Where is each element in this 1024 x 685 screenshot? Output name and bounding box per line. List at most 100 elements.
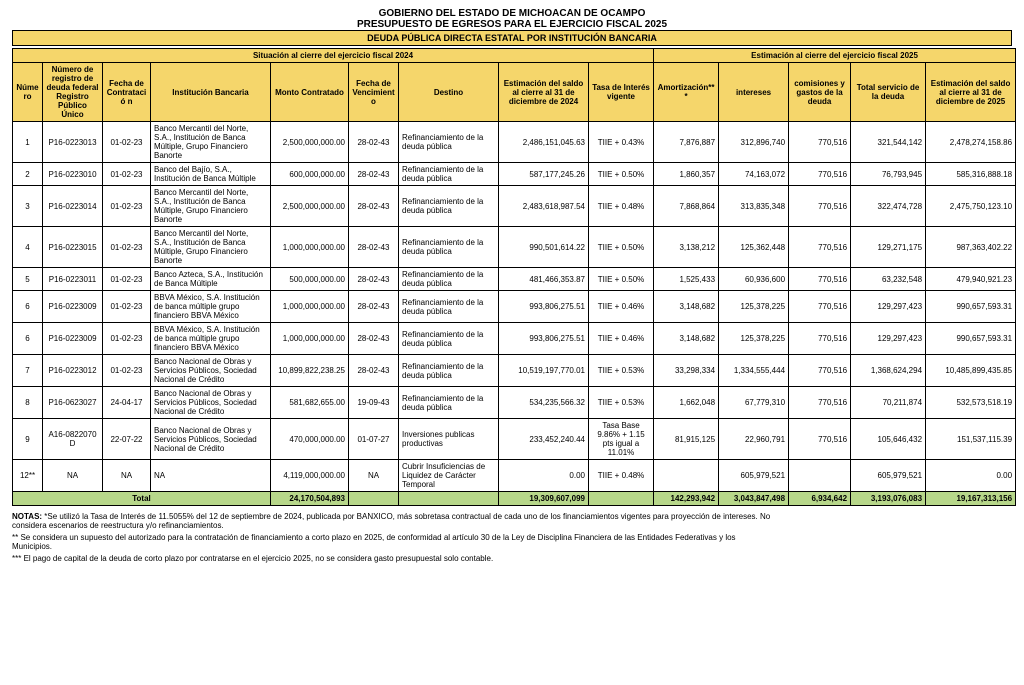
cell-saldo2025: 987,363,402.22 (926, 227, 1016, 268)
col-saldo-2024: Estimación del saldo al cierre al 31 de … (499, 63, 589, 122)
table-row: 4P16-022301501-02-23Banco Mercantil del … (13, 227, 1016, 268)
cell-registro: P16-0223009 (43, 291, 103, 323)
note-3: *** El pago de capital de la deuda de co… (12, 554, 772, 563)
table-row: 1P16-022301301-02-23Banco Mercantil del … (13, 122, 1016, 163)
total-intereses: 3,043,847,498 (719, 492, 789, 506)
cell-tasa: TIIE + 0.53% (589, 387, 654, 419)
cell-intereses: 125,378,225 (719, 291, 789, 323)
cell-tasa: TIIE + 0.46% (589, 291, 654, 323)
col-fecha-contrat: Fecha de Contratació n (103, 63, 151, 122)
cell-fecha_contrat: 01-02-23 (103, 355, 151, 387)
notes-lead: NOTAS: (12, 512, 44, 521)
cell-saldo2024: 993,806,275.51 (499, 291, 589, 323)
cell-fecha_venc: 28-02-43 (349, 227, 399, 268)
cell-comisiones: 770,516 (789, 227, 851, 268)
cell-amort: 3,148,682 (654, 323, 719, 355)
cell-tasa: TIIE + 0.48% (589, 460, 654, 492)
cell-tasa: TIIE + 0.53% (589, 355, 654, 387)
cell-comisiones (789, 460, 851, 492)
cell-institucion: BBVA México, S.A. Institución de banca m… (151, 323, 271, 355)
cell-numero: 1 (13, 122, 43, 163)
group-2025-header: Estimación al cierre del ejercicio fisca… (654, 49, 1016, 63)
cell-saldo2025: 990,657,593.31 (926, 323, 1016, 355)
cell-saldo2025: 2,478,274,158.86 (926, 122, 1016, 163)
cell-saldo2025: 0.00 (926, 460, 1016, 492)
cell-registro: P16-0223015 (43, 227, 103, 268)
cell-monto: 10,899,822,238.25 (271, 355, 349, 387)
cell-fecha_contrat: 22-07-22 (103, 419, 151, 460)
cell-saldo2025: 532,573,518.19 (926, 387, 1016, 419)
cell-intereses: 605,979,521 (719, 460, 789, 492)
cell-numero: 6 (13, 291, 43, 323)
cell-amort (654, 460, 719, 492)
cell-institucion: NA (151, 460, 271, 492)
cell-tasa: TIIE + 0.50% (589, 268, 654, 291)
cell-saldo2024: 534,235,566.32 (499, 387, 589, 419)
total-saldo2025: 19,167,313,156 (926, 492, 1016, 506)
table-title: DEUDA PÚBLICA DIRECTA ESTATAL POR INSTIT… (12, 30, 1012, 46)
cell-numero: 4 (13, 227, 43, 268)
cell-fecha_venc: 28-02-43 (349, 163, 399, 186)
total-amort: 142,293,942 (654, 492, 719, 506)
cell-registro: P16-0623027 (43, 387, 103, 419)
table-row: 12**NANANA4,119,000,000.00NACubrir Insuf… (13, 460, 1016, 492)
cell-amort: 1,860,357 (654, 163, 719, 186)
cell-destino: Refinanciamiento de la deuda pública (399, 355, 499, 387)
col-amort: Amortización*** (654, 63, 719, 122)
cell-comisiones: 770,516 (789, 387, 851, 419)
cell-destino: Refinanciamiento de la deuda pública (399, 122, 499, 163)
cell-comisiones: 770,516 (789, 419, 851, 460)
cell-registro: P16-0223011 (43, 268, 103, 291)
col-institucion: Institución Bancaria (151, 63, 271, 122)
cell-destino: Cubrir Insuficiencias de Liquidez de Car… (399, 460, 499, 492)
cell-servicio: 605,979,521 (851, 460, 926, 492)
cell-institucion: Banco Nacional de Obras y Servicios Públ… (151, 387, 271, 419)
cell-servicio: 129,297,423 (851, 291, 926, 323)
cell-institucion: Banco Nacional de Obras y Servicios Públ… (151, 355, 271, 387)
cell-fecha_contrat: 01-02-23 (103, 227, 151, 268)
cell-servicio: 76,793,945 (851, 163, 926, 186)
debt-table: Situación al cierre del ejercicio fiscal… (12, 48, 1016, 506)
cell-monto: 470,000,000.00 (271, 419, 349, 460)
cell-fecha_contrat: 24-04-17 (103, 387, 151, 419)
col-numero: Número (13, 63, 43, 122)
cell-fecha_venc: 28-02-43 (349, 323, 399, 355)
cell-registro: P16-0223009 (43, 323, 103, 355)
col-comisiones: comisiones y gastos de la deuda (789, 63, 851, 122)
cell-numero: 6 (13, 323, 43, 355)
cell-destino: Refinanciamiento de la deuda pública (399, 387, 499, 419)
total-comisiones: 6,934,642 (789, 492, 851, 506)
cell-monto: 2,500,000,000.00 (271, 122, 349, 163)
cell-amort: 1,662,048 (654, 387, 719, 419)
cell-amort: 7,876,887 (654, 122, 719, 163)
table-row: 3P16-022301401-02-23Banco Mercantil del … (13, 186, 1016, 227)
cell-fecha_contrat: 01-02-23 (103, 163, 151, 186)
table-row: 6P16-022300901-02-23BBVA México, S.A. In… (13, 323, 1016, 355)
cell-servicio: 129,297,423 (851, 323, 926, 355)
table-row: 8P16-062302724-04-17Banco Nacional de Ob… (13, 387, 1016, 419)
total-servicio: 3,193,076,083 (851, 492, 926, 506)
cell-intereses: 125,362,448 (719, 227, 789, 268)
cell-saldo2024: 233,452,240.44 (499, 419, 589, 460)
cell-numero: 2 (13, 163, 43, 186)
cell-intereses: 1,334,555,444 (719, 355, 789, 387)
cell-tasa: Tasa Base 9.86% + 1.15 pts igual a 11.01… (589, 419, 654, 460)
cell-amort: 3,148,682 (654, 291, 719, 323)
cell-intereses: 125,378,225 (719, 323, 789, 355)
cell-comisiones: 770,516 (789, 186, 851, 227)
gov-title: GOBIERNO DEL ESTADO DE MICHOACAN DE OCAM… (12, 8, 1012, 19)
cell-fecha_contrat: 01-02-23 (103, 122, 151, 163)
cell-fecha_venc: 19-09-43 (349, 387, 399, 419)
cell-registro: P16-0223014 (43, 186, 103, 227)
cell-institucion: Banco Nacional de Obras y Servicios Públ… (151, 419, 271, 460)
cell-destino: Refinanciamiento de la deuda pública (399, 227, 499, 268)
cell-fecha_venc: 28-02-43 (349, 122, 399, 163)
cell-fecha_venc: 28-02-43 (349, 291, 399, 323)
cell-institucion: Banco Azteca, S.A., Institución de Banca… (151, 268, 271, 291)
cell-saldo2025: 990,657,593.31 (926, 291, 1016, 323)
group-2024-header: Situación al cierre del ejercicio fiscal… (13, 49, 654, 63)
table-row: 5P16-022301101-02-23Banco Azteca, S.A., … (13, 268, 1016, 291)
cell-intereses: 312,896,740 (719, 122, 789, 163)
cell-saldo2024: 0.00 (499, 460, 589, 492)
cell-comisiones: 770,516 (789, 122, 851, 163)
